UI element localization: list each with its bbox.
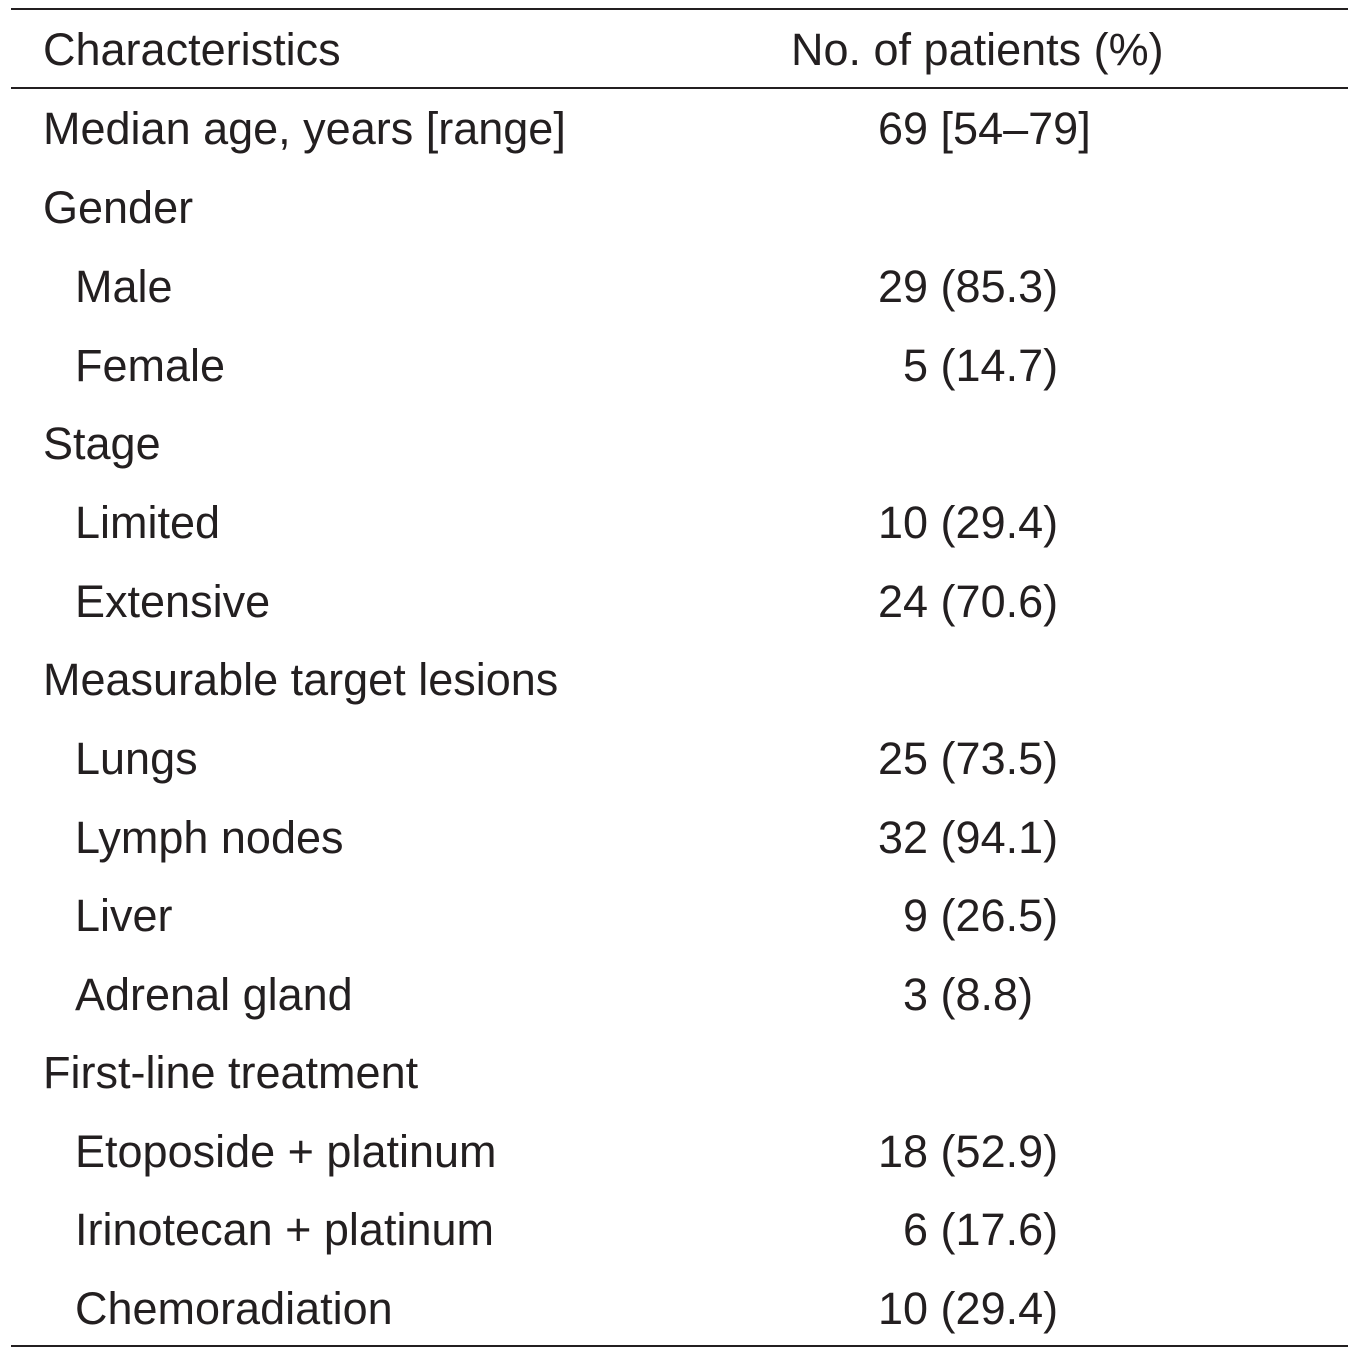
table-row: Median age, years [range] 69 [54–79] — [0, 89, 1369, 168]
row-value: 9 (26.5) — [878, 890, 1059, 941]
row-label: Median age, years [range] — [43, 103, 566, 154]
table-row: Limited 10 (29.4) — [0, 483, 1369, 562]
table-row: Etoposide + platinum 18 (52.9) — [0, 1112, 1369, 1191]
table-row: Adrenal gland 3 (8.8) — [0, 955, 1369, 1034]
row-label: Stage — [43, 418, 161, 469]
table-row: Extensive 24 (70.6) — [0, 562, 1369, 641]
row-label: Measurable target lesions — [43, 654, 559, 705]
row-value: 24 (70.6) — [878, 576, 1059, 627]
row-label: Female — [75, 340, 226, 391]
table-row: Gender — [0, 168, 1369, 247]
row-label: Chemoradiation — [75, 1283, 393, 1334]
table-row: Male 29 (85.3) — [0, 247, 1369, 326]
table-row: Lymph nodes 32 (94.1) — [0, 798, 1369, 877]
row-label: Lymph nodes — [75, 812, 344, 863]
table-row: Stage — [0, 404, 1369, 483]
table-row: Lungs 25 (73.5) — [0, 719, 1369, 798]
table-header-row: Characteristics No. of patients (%) — [0, 10, 1369, 89]
row-label: Gender — [43, 182, 194, 233]
row-value: 32 (94.1) — [878, 812, 1059, 863]
row-label: Lungs — [75, 733, 198, 784]
row-label: Limited — [75, 497, 221, 548]
row-value: 69 [54–79] — [878, 103, 1091, 154]
table-row: Measurable target lesions — [0, 640, 1369, 719]
row-value: 3 (8.8) — [878, 969, 1034, 1020]
table-row: Irinotecan + platinum 6 (17.6) — [0, 1190, 1369, 1269]
row-value: 5 (14.7) — [878, 340, 1059, 391]
row-label: Etoposide + platinum — [75, 1126, 497, 1177]
row-value: 25 (73.5) — [878, 733, 1059, 784]
table-row: First-line treatment — [0, 1033, 1369, 1112]
header-characteristics: Characteristics — [43, 24, 341, 75]
row-label: Male — [75, 261, 173, 312]
table-row: Female 5 (14.7) — [0, 326, 1369, 405]
row-value: 10 (29.4) — [878, 497, 1059, 548]
row-label: Irinotecan + platinum — [75, 1204, 494, 1255]
row-label: Adrenal gland — [75, 969, 353, 1020]
table-row: Liver 9 (26.5) — [0, 876, 1369, 955]
table-row: Chemoradiation 10 (29.4) — [0, 1269, 1369, 1348]
header-patients: No. of patients (%) — [791, 24, 1164, 75]
row-label: Extensive — [75, 576, 271, 627]
row-label: First-line treatment — [43, 1047, 419, 1098]
row-value: 29 (85.3) — [878, 261, 1059, 312]
row-value: 18 (52.9) — [878, 1126, 1059, 1177]
row-value: 10 (29.4) — [878, 1283, 1059, 1334]
row-label: Liver — [75, 890, 173, 941]
table-bottom-rule — [11, 1345, 1348, 1347]
row-value: 6 (17.6) — [878, 1204, 1059, 1255]
table-top-rule — [11, 8, 1348, 10]
table-header-rule — [11, 87, 1348, 89]
